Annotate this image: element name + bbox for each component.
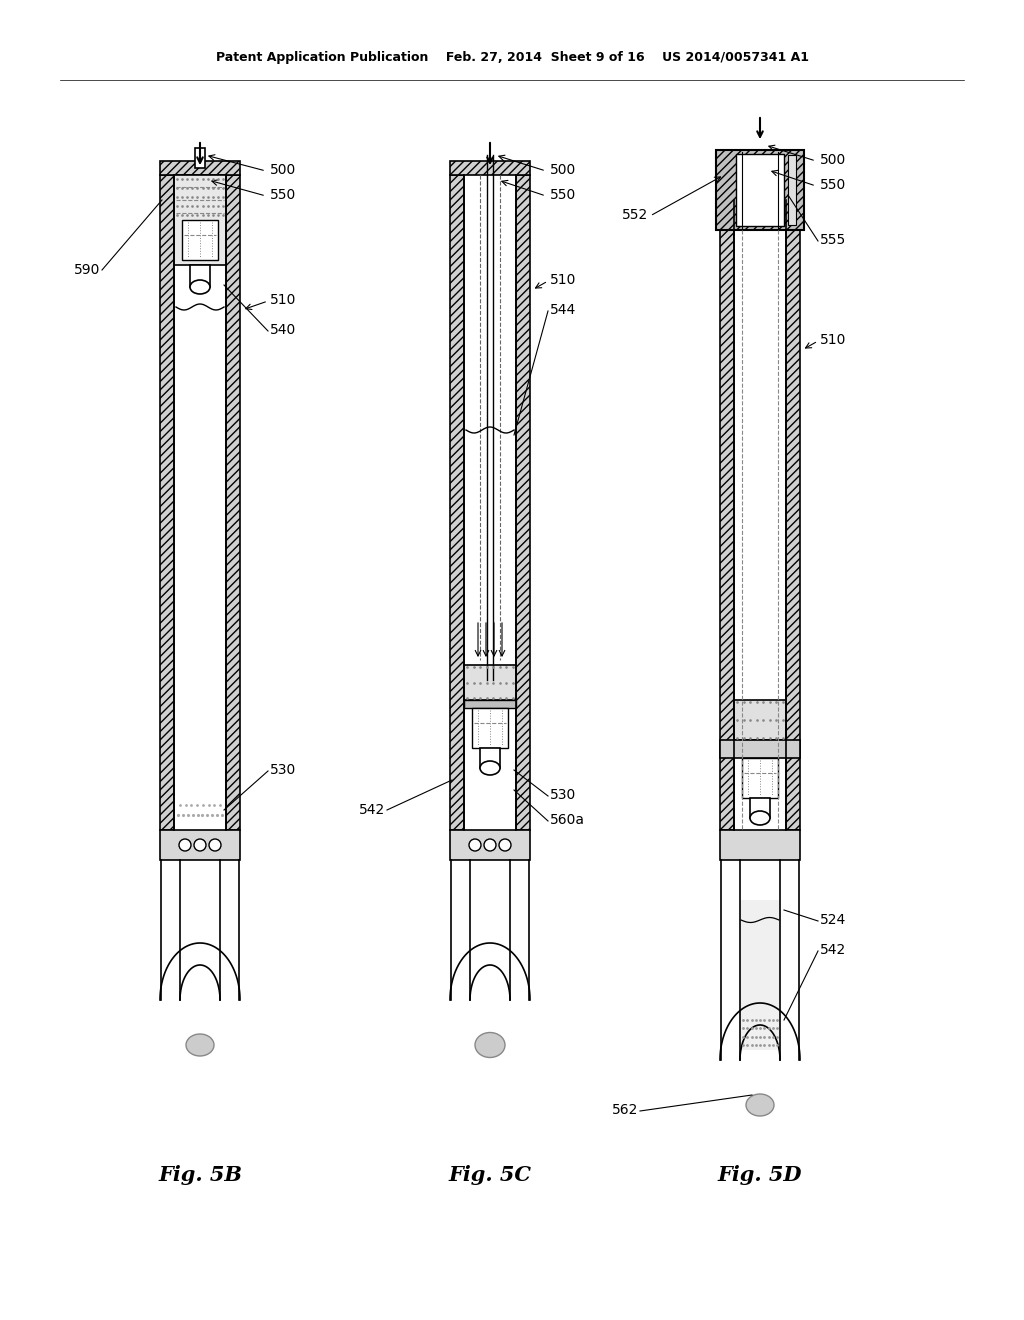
Bar	[190, 265, 210, 286]
Text: 552: 552	[622, 209, 648, 222]
Text: 562: 562	[611, 1104, 638, 1117]
Text: 550: 550	[550, 187, 577, 202]
Ellipse shape	[475, 1032, 505, 1057]
Ellipse shape	[186, 1034, 214, 1056]
Bar	[472, 708, 508, 748]
Ellipse shape	[746, 1094, 774, 1115]
Text: 540: 540	[270, 323, 296, 337]
Bar	[450, 176, 464, 830]
Bar	[226, 176, 240, 830]
Bar	[160, 161, 240, 176]
Ellipse shape	[190, 280, 210, 294]
Text: 542: 542	[358, 803, 385, 817]
Bar	[720, 201, 734, 830]
Bar	[786, 201, 800, 830]
Ellipse shape	[750, 810, 770, 825]
Text: Fig. 5B: Fig. 5B	[158, 1166, 242, 1185]
Bar	[736, 154, 784, 226]
Text: 530: 530	[270, 763, 296, 777]
Text: 524: 524	[820, 913, 846, 927]
Bar	[174, 176, 226, 265]
Bar	[720, 830, 800, 861]
Text: 500: 500	[270, 162, 296, 177]
Text: 510: 510	[820, 333, 847, 347]
Bar	[182, 220, 218, 260]
Text: 544: 544	[550, 304, 577, 317]
Bar	[740, 900, 780, 1049]
Text: Fig. 5C: Fig. 5C	[449, 1166, 531, 1185]
Bar	[450, 161, 530, 176]
Bar	[716, 150, 804, 230]
Circle shape	[179, 840, 191, 851]
Text: 510: 510	[270, 293, 296, 308]
Bar	[788, 154, 796, 224]
Circle shape	[209, 840, 221, 851]
Circle shape	[499, 840, 511, 851]
Text: 555: 555	[820, 234, 846, 247]
Bar	[480, 748, 500, 768]
Bar	[450, 830, 530, 861]
Bar	[734, 700, 786, 741]
Text: 500: 500	[820, 153, 846, 168]
Bar	[195, 148, 205, 168]
Ellipse shape	[480, 762, 500, 775]
Bar	[516, 176, 530, 830]
Bar	[742, 758, 778, 799]
Circle shape	[484, 840, 496, 851]
Text: 510: 510	[550, 273, 577, 286]
Text: Fig. 5D: Fig. 5D	[718, 1166, 802, 1185]
Circle shape	[194, 840, 206, 851]
Text: 550: 550	[820, 178, 846, 191]
Bar	[160, 830, 240, 861]
Bar	[464, 665, 516, 700]
Text: 550: 550	[270, 187, 296, 202]
Circle shape	[469, 840, 481, 851]
Bar	[750, 799, 770, 818]
Bar	[720, 741, 800, 758]
Bar	[160, 176, 174, 830]
Text: 590: 590	[74, 263, 100, 277]
Text: 500: 500	[550, 162, 577, 177]
Text: Patent Application Publication    Feb. 27, 2014  Sheet 9 of 16    US 2014/005734: Patent Application Publication Feb. 27, …	[215, 51, 809, 65]
Bar	[464, 700, 516, 708]
Text: 560a: 560a	[550, 813, 585, 828]
Text: 530: 530	[550, 788, 577, 803]
Text: 542: 542	[820, 942, 846, 957]
